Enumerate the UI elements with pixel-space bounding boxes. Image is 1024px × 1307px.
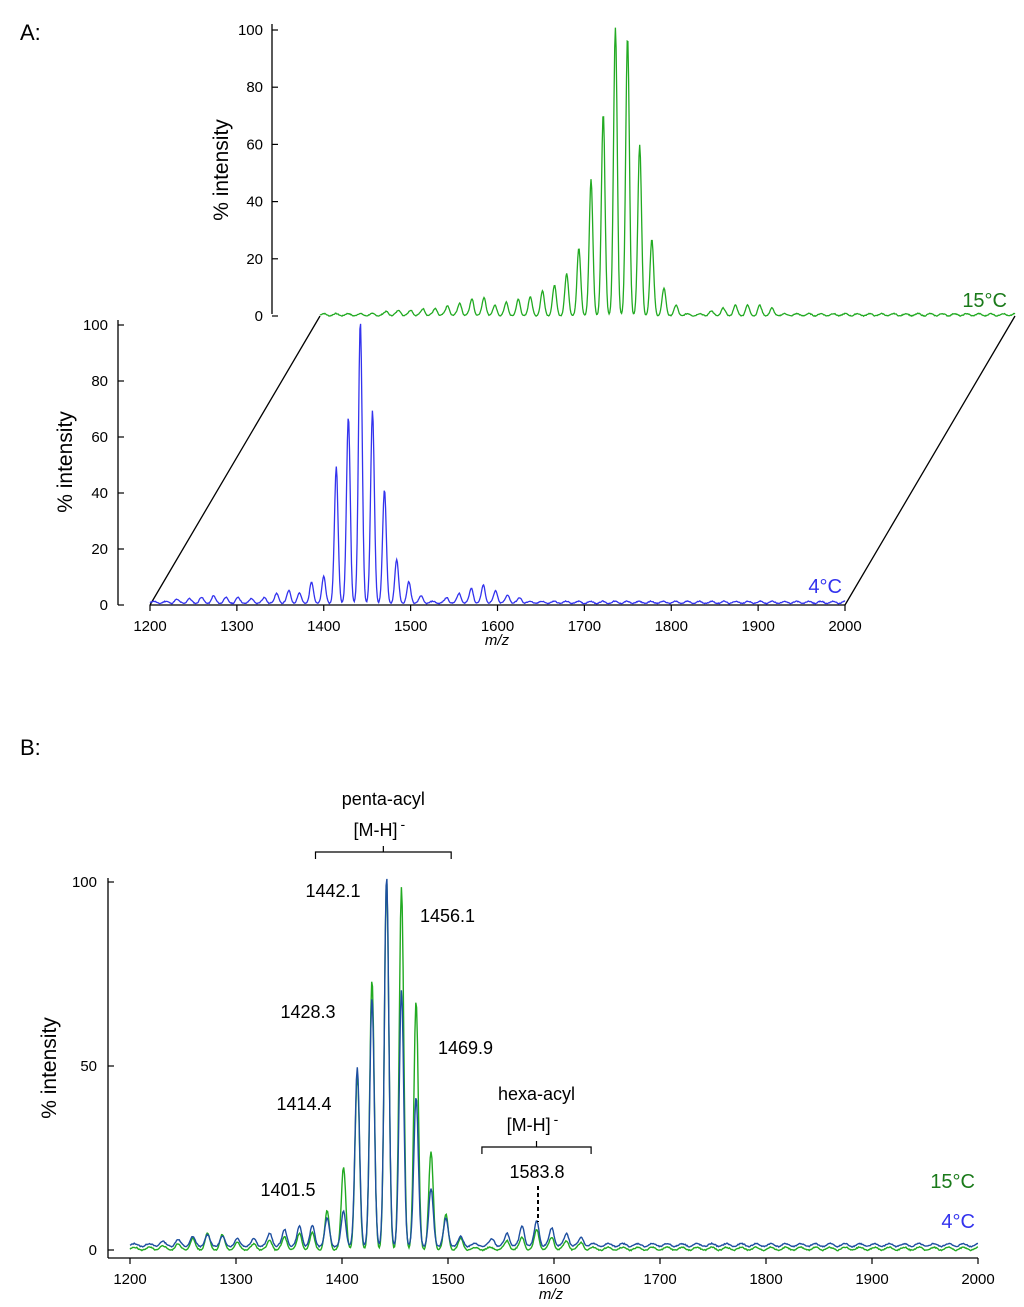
peak-label: 1456.1: [420, 906, 475, 926]
y-tick-label: 40: [246, 194, 263, 211]
penta-acyl-ion-label: [M-H] -: [354, 816, 406, 840]
peak-label: 1401.5: [260, 1180, 315, 1200]
b-y-tick-label: 50: [80, 1058, 97, 1075]
x-tick-label: 1200: [133, 618, 166, 635]
penta-acyl-label: penta-acyl: [342, 789, 425, 809]
b-series-label-4c: 4°C: [941, 1211, 975, 1233]
y-tick-label: 80: [246, 79, 263, 96]
panel-a-label: A:: [20, 20, 41, 45]
y-tick-label: 80: [91, 373, 108, 390]
front-y-axis: 0 20 40 60 80 100: [83, 317, 124, 614]
y-tick-label: 100: [238, 22, 263, 39]
penta-acyl-bracket: [314, 846, 452, 859]
x-tick-label: 1300: [220, 618, 253, 635]
peak-label: 1469.9: [438, 1038, 493, 1058]
hexa-acyl-bracket: [481, 1141, 592, 1154]
series-label-4c: 4°C: [808, 576, 842, 598]
panel-b-chart: % intensity m/z 1200 1300 1400 1500 1600 1700…: [38, 789, 995, 1303]
x-tick-label: 1900: [741, 618, 774, 635]
b-y-tick-label: 100: [72, 874, 97, 891]
y-tick-label: 20: [91, 541, 108, 558]
x-tick-label: 1800: [655, 618, 688, 635]
back-y-axis: 0 20 40 60 80 100: [238, 22, 278, 325]
panel-a-chart: 0 20 40 60 80 100 % intensity 0 20 40 60 80 100 % …: [54, 22, 1016, 649]
b-x-tick-label: 1900: [855, 1271, 888, 1288]
y-tick-label: 100: [83, 317, 108, 334]
series-15c-line: [319, 27, 1016, 318]
b-x-tick-label: 1500: [431, 1271, 464, 1288]
x-axis-label: m/z: [485, 632, 510, 649]
x-tick-label: 1500: [394, 618, 427, 635]
hexa-acyl-label: hexa-acyl: [498, 1084, 575, 1104]
b-series-label-15c: 15°C: [930, 1171, 975, 1193]
b-y-axis-label: % intensity: [38, 1017, 61, 1119]
x-tick-label: 1600: [481, 618, 514, 635]
y-tick-label: 60: [91, 429, 108, 446]
y-tick-label: 60: [246, 136, 263, 153]
b-x-axis-label: m/z: [539, 1286, 564, 1303]
floor-right-edge: [844, 315, 1016, 606]
series-4c-line: [149, 323, 846, 605]
x-axis: 1200 1300 1400 1500 1600 1700 1800 1900 2000: [133, 604, 862, 635]
b-series-15c-line: [129, 883, 979, 1252]
b-x-tick-label: 1700: [643, 1271, 676, 1288]
y-tick-label: 40: [91, 485, 108, 502]
y-tick-label: 0: [100, 597, 108, 614]
b-y-tick-label: 0: [89, 1242, 97, 1259]
b-x-tick-label: 1400: [325, 1271, 358, 1288]
hexa-acyl-ion-label: [M-H] -: [507, 1111, 559, 1135]
front-y-axis-label: % intensity: [54, 411, 77, 513]
penta-acyl-charge: -: [401, 816, 406, 832]
y-tick-label: 0: [255, 308, 263, 325]
b-series-4c-line: [129, 878, 979, 1249]
x-tick-label: 1400: [307, 618, 340, 635]
x-tick-label: 2000: [828, 618, 861, 635]
peak-label: 1428.3: [280, 1002, 335, 1022]
b-x-tick-label: 1200: [113, 1271, 146, 1288]
hexa-acyl-charge: -: [554, 1111, 559, 1127]
b-x-tick-label: 1300: [219, 1271, 252, 1288]
back-y-axis-label: % intensity: [210, 119, 233, 221]
peak-label: 1414.4: [276, 1094, 331, 1114]
x-tick-label: 1700: [568, 618, 601, 635]
peak-label: 1583.8: [509, 1162, 564, 1182]
y-tick-label: 20: [246, 251, 263, 268]
floor-left-edge: [149, 315, 321, 606]
b-x-tick-label: 1600: [537, 1271, 570, 1288]
peak-label: 1442.1: [305, 881, 360, 901]
b-x-tick-label: 1800: [749, 1271, 782, 1288]
panel-b-label: B:: [20, 735, 41, 760]
series-label-15c: 15°C: [962, 290, 1007, 312]
b-x-tick-label: 2000: [961, 1271, 994, 1288]
